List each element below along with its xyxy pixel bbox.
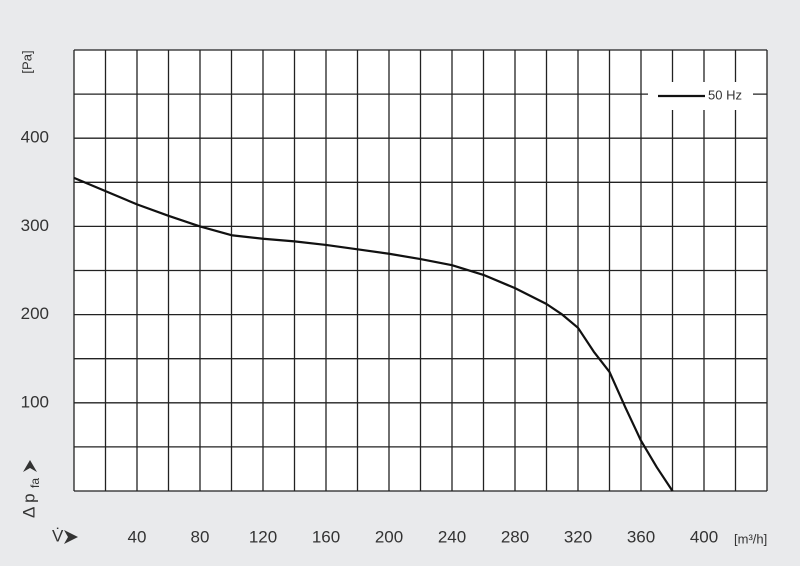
x-tick-label: 200	[375, 527, 403, 546]
x-tick-label: 360	[627, 527, 655, 546]
line	[73, 176, 674, 492]
x-unit: [m³/h]	[734, 531, 767, 546]
x-tick-label: 320	[564, 527, 592, 546]
x-tick-label: 240	[438, 527, 466, 546]
x-tick-label: 280	[501, 527, 529, 546]
x-tick-label: 120	[249, 527, 277, 546]
x-label: V̇	[52, 526, 64, 545]
x-tick-label: 400	[690, 527, 718, 546]
y-unit: [Pa]	[19, 50, 34, 73]
x-tick-label: 160	[312, 527, 340, 546]
legend-label: 50 Hz	[708, 87, 742, 102]
x-tick-label: 80	[191, 527, 210, 546]
y-label: Δ p	[19, 493, 38, 518]
y-axis-label: Δ p fa	[19, 460, 42, 518]
x-tick-label: 40	[128, 527, 147, 546]
y-tick-label: 400	[21, 128, 49, 147]
y-label-sub: fa	[28, 478, 42, 488]
arrow	[23, 460, 37, 472]
y-tick-label: 100	[21, 392, 49, 411]
y-tick-label: 300	[21, 216, 49, 235]
y-tick-label: 200	[21, 304, 49, 323]
arrow	[64, 530, 78, 544]
